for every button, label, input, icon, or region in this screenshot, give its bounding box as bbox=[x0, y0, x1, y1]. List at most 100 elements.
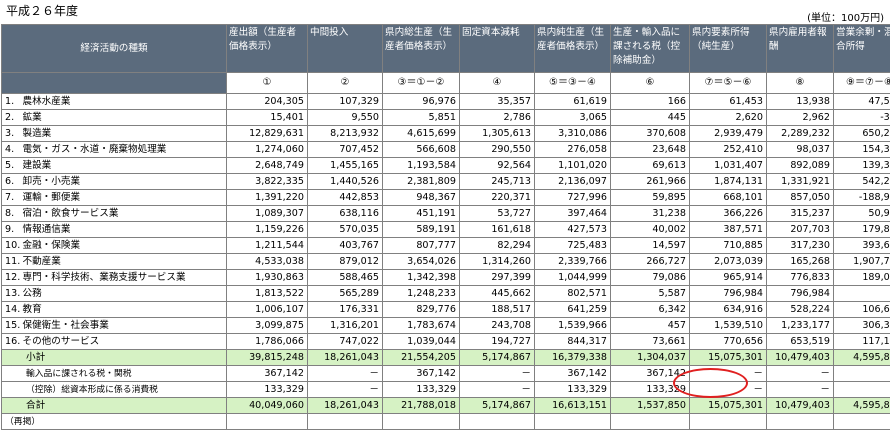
row-label: 教育 bbox=[20, 302, 227, 318]
value-cell: 807,777 bbox=[383, 238, 460, 254]
column-number: ⑨＝⑦－⑧ bbox=[834, 73, 890, 94]
row-index: 4. bbox=[2, 142, 20, 158]
value-cell: 69,613 bbox=[611, 158, 690, 174]
value-cell: 366,226 bbox=[690, 206, 767, 222]
header-row: 経済活動の種類 産出額（生産者価格表示） 中間投入 県内総生産（生産者価格表示）… bbox=[2, 25, 890, 73]
row-index: 6. bbox=[2, 174, 20, 190]
row-index: 15. bbox=[2, 318, 20, 334]
activity-type-header: 経済活動の種類 bbox=[2, 25, 227, 73]
value-cell: 2,136,097 bbox=[535, 174, 611, 190]
value-cell bbox=[690, 414, 767, 430]
value-cell: 1,930,863 bbox=[227, 270, 308, 286]
row-label: （控除）総資本形成に係る消費税 bbox=[2, 382, 227, 398]
row-index: 8. bbox=[2, 206, 20, 222]
value-cell bbox=[834, 414, 890, 430]
value-cell: 315,237 bbox=[767, 206, 834, 222]
value-cell: 47,515 bbox=[834, 94, 890, 110]
row-index: 2. bbox=[2, 110, 20, 126]
value-cell: 2,786 bbox=[460, 110, 535, 126]
value-cell: 5,851 bbox=[383, 110, 460, 126]
value-cell: － bbox=[767, 366, 834, 382]
value-cell: 2,962 bbox=[767, 110, 834, 126]
value-cell: 403,767 bbox=[308, 238, 383, 254]
value-cell: 276,058 bbox=[535, 142, 611, 158]
value-cell: 53,727 bbox=[460, 206, 535, 222]
value-cell: -342 bbox=[834, 110, 890, 126]
value-cell: 61,619 bbox=[535, 94, 611, 110]
value-cell: 796,984 bbox=[690, 286, 767, 302]
value-cell: 638,116 bbox=[308, 206, 383, 222]
value-cell: 117,138 bbox=[834, 334, 890, 350]
value-cell: 1,440,526 bbox=[308, 174, 383, 190]
value-cell: 857,050 bbox=[767, 190, 834, 206]
value-cell: 82,294 bbox=[460, 238, 535, 254]
value-cell: 23,648 bbox=[611, 142, 690, 158]
value-cell: 1,314,260 bbox=[460, 254, 535, 270]
value-cell: 1,211,544 bbox=[227, 238, 308, 254]
value-cell: 1,537,850 bbox=[611, 398, 690, 414]
value-cell bbox=[535, 414, 611, 430]
value-cell: 451,191 bbox=[383, 206, 460, 222]
row-label: 合計 bbox=[2, 398, 227, 414]
value-cell: 725,483 bbox=[535, 238, 611, 254]
value-cell bbox=[767, 414, 834, 430]
value-cell: 290,550 bbox=[460, 142, 535, 158]
row-index: 3. bbox=[2, 126, 20, 142]
value-cell: 1,193,584 bbox=[383, 158, 460, 174]
value-cell: 367,142 bbox=[535, 366, 611, 382]
value-cell: 796,984 bbox=[767, 286, 834, 302]
value-cell: 266,727 bbox=[611, 254, 690, 270]
value-cell: 1,539,510 bbox=[690, 318, 767, 334]
value-cell: 1,455,165 bbox=[308, 158, 383, 174]
value-cell: 710,885 bbox=[690, 238, 767, 254]
value-cell: 1,539,966 bbox=[535, 318, 611, 334]
value-cell: 892,089 bbox=[767, 158, 834, 174]
value-cell: 165,268 bbox=[767, 254, 834, 270]
value-cell: 21,554,205 bbox=[383, 350, 460, 366]
value-cell: 207,703 bbox=[767, 222, 834, 238]
value-cell: 442,853 bbox=[308, 190, 383, 206]
value-cell: 1,044,999 bbox=[535, 270, 611, 286]
column-number: ⑥ bbox=[611, 73, 690, 94]
value-cell: 3,654,026 bbox=[383, 254, 460, 270]
row-index: 10. bbox=[2, 238, 20, 254]
row-label: 情報通信業 bbox=[20, 222, 227, 238]
row-label: 金融・保険業 bbox=[20, 238, 227, 254]
value-cell: 1,006,107 bbox=[227, 302, 308, 318]
row-label: 農林水産業 bbox=[20, 94, 227, 110]
value-cell: 445 bbox=[611, 110, 690, 126]
value-cell: 1,813,522 bbox=[227, 286, 308, 302]
value-cell: 397,464 bbox=[535, 206, 611, 222]
value-cell: 1,233,177 bbox=[767, 318, 834, 334]
row-index: 13. bbox=[2, 286, 20, 302]
value-cell: 154,372 bbox=[834, 142, 890, 158]
value-cell: 18,261,043 bbox=[308, 350, 383, 366]
value-cell: 2,381,809 bbox=[383, 174, 460, 190]
value-cell: 1,304,037 bbox=[611, 350, 690, 366]
value-cell: 73,661 bbox=[611, 334, 690, 350]
value-cell: 194,727 bbox=[460, 334, 535, 350]
column-header: 産出額（生産者価格表示） bbox=[227, 25, 308, 73]
value-cell: 1,786,066 bbox=[227, 334, 308, 350]
value-cell bbox=[308, 414, 383, 430]
value-cell: 139,318 bbox=[834, 158, 890, 174]
row-label: （再掲） bbox=[2, 414, 227, 430]
row-label: 不動産業 bbox=[20, 254, 227, 270]
value-cell: － bbox=[834, 366, 890, 382]
value-cell: 1,316,201 bbox=[308, 318, 383, 334]
row-index: 11. bbox=[2, 254, 20, 270]
value-cell: 10,479,403 bbox=[767, 350, 834, 366]
value-cell: 565,289 bbox=[308, 286, 383, 302]
value-cell: 1,342,398 bbox=[383, 270, 460, 286]
value-cell: 641,259 bbox=[535, 302, 611, 318]
value-cell: 220,371 bbox=[460, 190, 535, 206]
value-cell: 166 bbox=[611, 94, 690, 110]
